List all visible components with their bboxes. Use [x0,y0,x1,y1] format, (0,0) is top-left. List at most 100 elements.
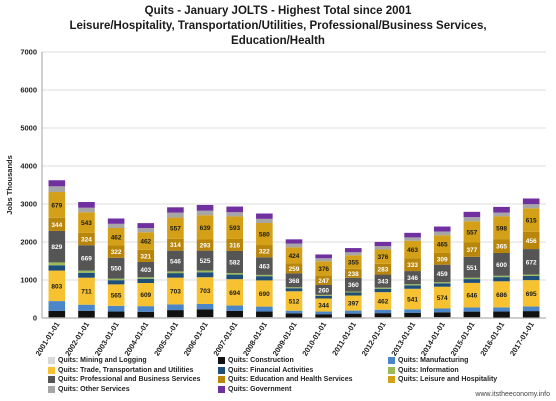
bar-1-series-5 [78,270,95,273]
bar-2-series-7 [107,245,125,258]
bar-12-series-8 [404,240,421,259]
bar-15-series-7 [493,239,510,253]
data-label-7-series-6: 463 [259,264,270,271]
data-label-16-series-7: 456 [526,238,537,245]
bar-11-series-4 [374,288,392,293]
legend-swatch [388,366,395,374]
bar-4-series-7 [167,238,184,251]
bar-13-series-2 [433,308,451,313]
legend-item-7: Quits: Education and Health Services [218,375,352,384]
bar-11-series-5 [374,287,392,289]
x-tick-label-0: 2001-01-01 [34,320,62,357]
bar-0-series-1 [48,310,66,318]
y-tick-label-0: 0 [33,314,37,323]
data-label-11-series-7: 283 [378,267,389,274]
y-axis-title: Jobs Thousands [5,155,14,215]
legend-label: Quits: Trade, Transportation and Utiliti… [58,366,194,374]
data-label-11-series-8: 376 [378,254,389,261]
data-label-7-series-8: 580 [259,232,270,239]
bar-6-series-4 [226,274,244,280]
bar-1-series-6 [78,245,95,271]
bar-11-series-10 [374,241,392,247]
legend-label: Quits: Manufacturing [398,357,469,364]
data-label-6-series-7: 316 [229,242,240,249]
data-label-5-series-8: 639 [200,225,211,232]
bar-6-series-10 [226,206,244,213]
bar-2-series-10 [107,218,125,224]
bar-6-series-5 [226,273,244,275]
legend-item-2: Quits: Manufacturing [388,356,468,365]
bar-10-series-4 [344,292,362,296]
x-tick-label-6: 2007-01-01 [211,320,239,357]
data-label-0-series-7: 344 [51,222,62,229]
bar-1-series-4 [78,272,95,278]
y-tick-label-1: 1000 [20,276,37,285]
data-label-8-series-3: 512 [289,298,300,305]
bar-8-series-9 [285,243,303,248]
legend-item-6: Quits: Professional and Business Service… [48,375,200,384]
legend-item-0: Quits: Mining and Logging [48,356,147,365]
bar-10-series-0 [344,317,362,318]
data-label-10-series-3: 397 [348,301,359,308]
bar-0-series-5 [48,262,66,266]
data-label-11-series-3: 462 [378,298,389,305]
bar-15-series-5 [493,275,510,278]
bar-1-series-9 [78,207,95,213]
data-label-4-series-7: 314 [170,242,181,249]
data-label-15-series-7: 365 [496,244,507,251]
x-tick-label-8: 2009-01-01 [271,320,299,357]
data-label-12-series-8: 463 [407,247,418,254]
data-label-16-series-3: 695 [526,291,537,298]
data-label-15-series-3: 686 [496,292,507,299]
bar-10-series-3 [344,295,362,311]
bar-12-series-0 [404,317,421,318]
data-label-16-series-6: 672 [526,259,537,266]
bar-12-series-2 [404,309,421,313]
data-label-2-series-6: 550 [111,266,122,273]
bar-10-series-5 [344,291,362,293]
bar-5-series-10 [196,204,214,211]
chart-title-line-2: Leisure/Hospitality, Transportation/Util… [69,20,487,32]
bar-7-series-9 [256,218,273,223]
x-tick-label-12: 2013-01-01 [389,320,417,357]
chart-title-line-1: Quits - January JOLTS - Highest Total si… [144,5,412,17]
bar-12-series-10 [404,232,421,238]
bar-8-series-5 [285,287,303,289]
bar-5-series-8 [196,215,214,240]
bar-13-series-1 [433,312,451,318]
bar-14-series-8 [463,221,481,243]
bar-11-series-2 [374,309,392,314]
bar-0-series-4 [48,265,66,271]
bar-14-series-7 [463,242,481,257]
bar-0-series-7 [48,217,66,231]
bar-12-series-7 [404,258,421,272]
bar-8-series-4 [285,288,303,292]
data-label-6-series-6: 582 [229,260,240,267]
bar-8-series-1 [285,313,303,318]
bar-2-series-4 [107,280,125,285]
bar-5-series-4 [196,272,214,278]
bar-4-series-5 [167,271,184,274]
bar-5-series-6 [196,250,214,271]
bar-14-series-0 [463,317,481,318]
legend-label: Quits: Other Services [58,385,130,393]
data-label-4-series-3: 703 [170,289,181,296]
bar-16-series-7 [522,231,540,250]
bar-4-series-9 [167,212,184,218]
x-tick-label-10: 2011-01-01 [330,320,358,357]
data-label-2-series-8: 462 [111,234,122,241]
data-label-11-series-6: 343 [378,279,389,286]
bar-1-series-7 [78,232,95,246]
bar-11-series-7 [374,263,392,275]
data-label-3-series-6: 403 [140,267,151,274]
legend-item-3: Quits: Trade, Transportation and Utiliti… [48,366,193,375]
x-tick-label-14: 2015-01-01 [449,320,477,357]
bar-9-series-4 [315,295,332,299]
bar-16-series-9 [522,204,540,209]
bar-7-series-7 [256,245,273,258]
bar-10-series-8 [344,255,362,269]
bar-16-series-2 [522,306,540,312]
bar-4-series-1 [167,310,184,318]
data-label-6-series-8: 593 [229,225,240,232]
